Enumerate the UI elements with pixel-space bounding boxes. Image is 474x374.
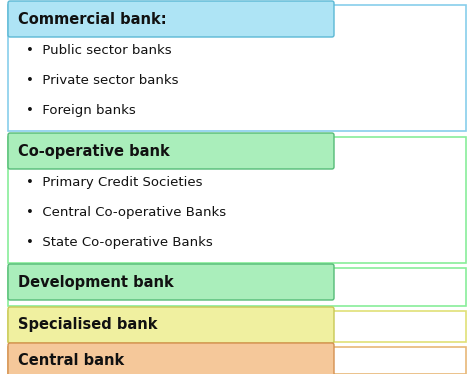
- FancyBboxPatch shape: [8, 133, 334, 169]
- FancyBboxPatch shape: [8, 1, 334, 37]
- FancyBboxPatch shape: [8, 268, 466, 306]
- Text: Central bank: Central bank: [18, 353, 124, 368]
- Text: •  Public sector banks: • Public sector banks: [26, 44, 172, 57]
- FancyBboxPatch shape: [8, 307, 334, 343]
- Text: Development bank: Development bank: [18, 275, 174, 289]
- FancyBboxPatch shape: [8, 137, 466, 263]
- FancyBboxPatch shape: [8, 264, 334, 300]
- Text: •  Foreign banks: • Foreign banks: [26, 104, 136, 117]
- Text: •  Private sector banks: • Private sector banks: [26, 74, 179, 87]
- FancyBboxPatch shape: [8, 311, 466, 342]
- FancyBboxPatch shape: [8, 5, 466, 131]
- Text: •  Primary Credit Societies: • Primary Credit Societies: [26, 176, 202, 189]
- Text: Commercial bank:: Commercial bank:: [18, 12, 167, 27]
- Text: •  State Co-operative Banks: • State Co-operative Banks: [26, 236, 213, 249]
- Text: Co-operative bank: Co-operative bank: [18, 144, 170, 159]
- FancyBboxPatch shape: [8, 347, 466, 374]
- Text: Specialised bank: Specialised bank: [18, 318, 157, 332]
- Text: •  Central Co-operative Banks: • Central Co-operative Banks: [26, 206, 226, 219]
- FancyBboxPatch shape: [8, 343, 334, 374]
